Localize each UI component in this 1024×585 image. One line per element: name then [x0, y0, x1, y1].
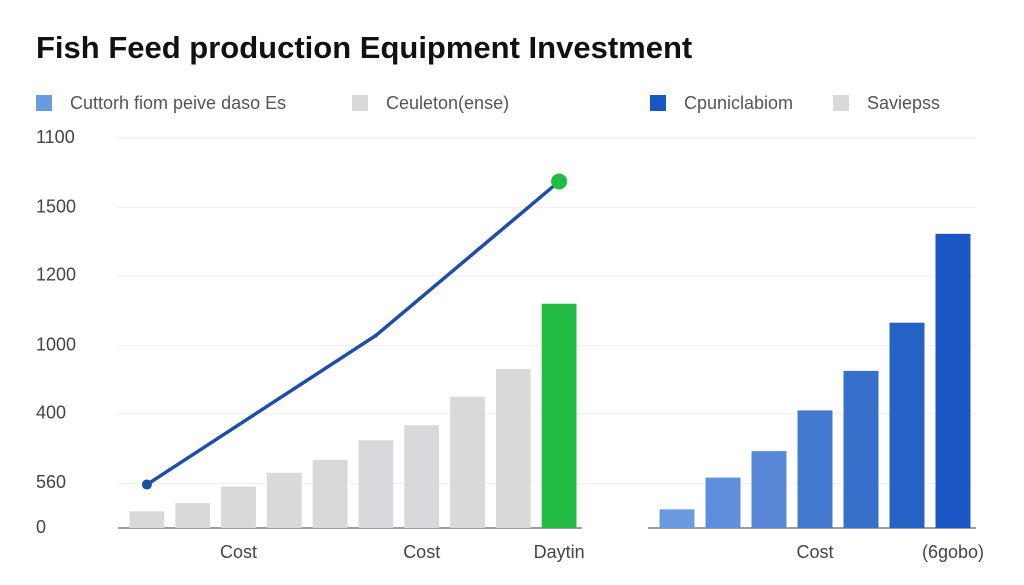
- line-marker: [551, 173, 568, 190]
- legend-label: Cpuniclabiom: [684, 93, 793, 113]
- x-tick-label: Cost: [403, 542, 440, 562]
- bar: [495, 368, 531, 528]
- bar: [129, 511, 165, 528]
- bar: [705, 477, 741, 528]
- legend-swatch: [833, 95, 849, 111]
- bar: [889, 322, 925, 528]
- legend-swatch: [352, 95, 368, 111]
- y-tick-label: 0: [36, 517, 46, 537]
- x-tick-label: (6gobo): [922, 542, 984, 562]
- bar: [935, 233, 971, 529]
- y-tick-label: 1500: [36, 196, 76, 216]
- x-tick-label: Cost: [796, 542, 833, 562]
- x-tick-label: Daytin: [534, 542, 585, 562]
- bar: [404, 425, 440, 528]
- y-tick-label: 1100: [36, 127, 75, 147]
- bar: [312, 459, 348, 528]
- y-tick-label: 1000: [36, 334, 76, 354]
- bar: [175, 503, 211, 528]
- bar: [843, 370, 879, 528]
- legend-label: Saviepss: [867, 93, 940, 113]
- line-marker: [373, 333, 378, 338]
- line-marker: [141, 479, 152, 490]
- chart-title: Fish Feed production Equipment Investmen…: [36, 30, 692, 65]
- legend-label: Ceuleton(ense): [386, 93, 509, 113]
- legend-label: Cuttorh fiom peive daso Es: [70, 93, 286, 113]
- y-tick-label: 400: [36, 403, 66, 423]
- bar: [266, 472, 302, 528]
- x-tick-label: Cost: [220, 542, 257, 562]
- legend-swatch: [650, 95, 666, 111]
- bar: [358, 440, 394, 528]
- bar: [797, 410, 833, 528]
- bar: [221, 486, 256, 528]
- bar: [751, 451, 787, 528]
- y-tick-label: 560: [36, 472, 66, 492]
- y-tick-label: 1200: [36, 265, 76, 285]
- bar: [450, 396, 485, 528]
- legend-swatch: [36, 95, 52, 111]
- bar: [659, 509, 695, 528]
- bar: [541, 303, 577, 528]
